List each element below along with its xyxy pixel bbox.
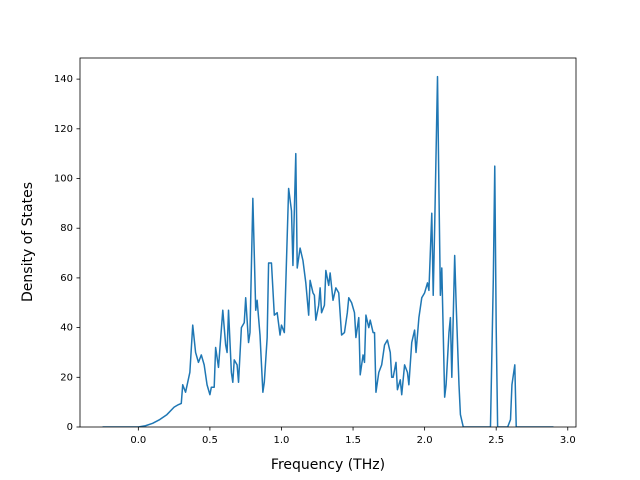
line-series bbox=[102, 75, 554, 427]
x-tick-label: 1.5 bbox=[345, 435, 361, 446]
x-tick-label: 2.0 bbox=[417, 435, 433, 446]
y-tick-label: 100 bbox=[54, 174, 73, 185]
x-tick-label: 0.5 bbox=[202, 435, 218, 446]
y-tick-label: 60 bbox=[60, 273, 73, 284]
y-tick-label: 20 bbox=[60, 372, 73, 383]
y-axis-label: Density of States bbox=[20, 182, 36, 302]
y-tick-label: 0 bbox=[67, 422, 73, 433]
x-tick-label: 0.0 bbox=[130, 435, 146, 446]
y-tick-label: 80 bbox=[60, 223, 73, 234]
plot-frame bbox=[79, 57, 577, 428]
y-tick-label: 140 bbox=[54, 74, 73, 85]
x-tick-label: 2.5 bbox=[488, 435, 504, 446]
x-tick-label: 1.0 bbox=[274, 435, 290, 446]
y-tick-label: 40 bbox=[60, 323, 73, 334]
y-tick-label: 120 bbox=[54, 124, 73, 135]
x-axis-label: Frequency (THz) bbox=[271, 457, 385, 473]
x-tick-label: 3.0 bbox=[560, 435, 576, 446]
